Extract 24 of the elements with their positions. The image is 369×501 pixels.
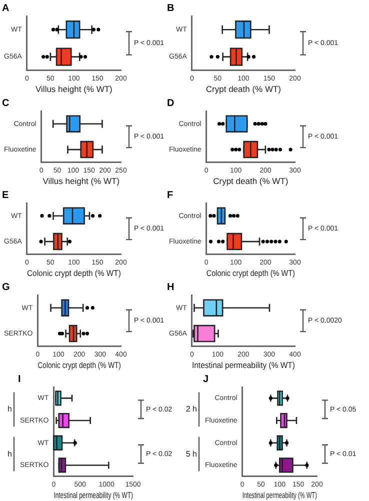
chart-title: E [2,190,9,201]
chart-title: D [167,98,174,109]
chart-title: F [167,190,174,201]
x-axis-title: Intestinal permeability (% WT) [192,360,296,370]
chart-title: A [2,2,10,14]
x-axis-title: Villus height (% WT) [42,176,120,186]
chart-title: H [167,282,174,293]
chart-title: I [18,374,21,385]
x-axis-title: Colonic crypt depth (% WT) [26,268,122,278]
x-axis-title: Colonic crypt depth (% WT) [206,268,296,278]
x-axis-title: Villus height (% WT) [36,84,113,94]
chart-title: B [167,2,174,14]
chart-title: C [2,98,10,109]
chart-title: J [203,374,209,385]
x-axis-title: Crypt death (% WT) [213,176,288,186]
x-axis-title: Intestinal permeability (% WT) [242,490,317,501]
text: h [8,404,12,414]
text: h [8,449,12,458]
x-axis-title: Intestinal permeability (% WT) [54,490,133,501]
text: 2 h [186,404,197,414]
text: 5 h [186,449,197,458]
x-axis-title: Colonic crypt depth (% WT) [38,360,122,370]
chart-title: G [2,282,10,293]
x-axis-title: Crypt death (% WT) [206,84,282,94]
